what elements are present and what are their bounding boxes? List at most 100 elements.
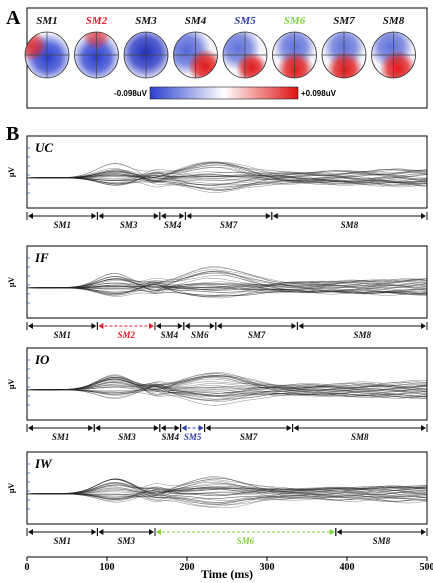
erp-trace	[27, 479, 428, 500]
erp-trace	[27, 383, 428, 391]
segment-label: SM4	[161, 432, 179, 442]
plot-frame	[26, 135, 428, 209]
head-outline	[272, 31, 317, 79]
y-unit-label: μV	[7, 483, 16, 494]
erp-trace	[26, 486, 428, 508]
erp-trace	[26, 272, 428, 293]
topomap-panel: SM1 SM2 SM3 SM4 SM5 SM6 SM7 SM8 -0.098uV +0.098u…	[24, 7, 428, 109]
segment-label: SM7	[220, 220, 238, 230]
segment-label: SM2	[117, 330, 135, 340]
erp-trace	[27, 484, 428, 496]
segment-label: SM6	[191, 330, 209, 340]
head-outline	[371, 31, 416, 79]
y-unit-label: μV	[7, 379, 16, 390]
erp-trace	[27, 376, 428, 395]
topomap-label: SM7	[333, 15, 355, 27]
erp-trace	[26, 287, 428, 299]
segment-label: SM8	[341, 220, 359, 230]
erp-trace	[26, 483, 428, 503]
erp-trace	[27, 486, 428, 499]
segment-sm6: SM6	[154, 528, 337, 546]
topomap-sm1: SM1	[24, 15, 70, 79]
erp-trace	[26, 381, 428, 406]
erp-trace	[27, 484, 428, 495]
segment-sm8: SM8	[292, 424, 428, 442]
erp-trace	[27, 270, 428, 288]
erp-trace	[26, 273, 428, 296]
erp-trace	[26, 377, 428, 399]
segment-label: SM4	[164, 220, 182, 230]
erp-panel-if: IF μV SM1 SM2 SM4 SM6 SM7 SM8	[7, 245, 428, 340]
segment-label: SM1	[53, 536, 71, 546]
erp-trace	[27, 487, 428, 497]
erp-trace	[27, 282, 428, 289]
y-unit-label: μV	[7, 167, 16, 178]
waveform-traces	[26, 266, 428, 299]
erp-trace	[26, 287, 428, 296]
erp-trace	[27, 376, 428, 391]
waveform-traces	[26, 476, 428, 508]
erp-trace	[26, 493, 428, 507]
head-outline	[222, 31, 268, 79]
erp-trace	[27, 275, 428, 289]
erp-trace	[27, 173, 428, 189]
segment-sm1: SM1	[26, 322, 98, 340]
x-axis-title: Time (ms)	[201, 567, 253, 581]
segment-label: SM1	[53, 330, 71, 340]
segment-sm7: SM7	[215, 322, 298, 340]
erp-trace	[27, 386, 428, 397]
erp-trace	[26, 177, 428, 193]
erp-trace	[27, 162, 428, 178]
segment-sm5: SM5	[180, 424, 206, 442]
topomap-row: SM1 SM2 SM3 SM4 SM5 SM6 SM7 SM8	[24, 15, 416, 79]
erp-trace	[27, 168, 428, 181]
segment-row: SM1 SM2 SM4 SM6 SM7 SM8	[26, 322, 428, 340]
segment-label: SM4	[161, 330, 179, 340]
topomap-sm6: SM6	[272, 15, 317, 79]
erp-trace	[26, 479, 428, 499]
erp-trace	[27, 375, 428, 391]
segment-sm1: SM1	[26, 212, 98, 230]
erp-trace	[26, 493, 428, 505]
segment-sm7: SM7	[184, 212, 273, 230]
erp-trace	[27, 278, 427, 289]
segment-sm8: SM8	[335, 528, 428, 546]
erp-trace	[27, 266, 428, 289]
topomap-sm5: SM5	[222, 15, 268, 79]
segment-sm1: SM1	[26, 528, 98, 546]
erp-trace	[26, 375, 427, 395]
condition-label: IF	[34, 250, 49, 265]
x-tick-label: 0	[25, 562, 30, 573]
topomap-label: SM1	[36, 15, 57, 27]
erp-panel-uc: UC μV SM1 SM3 SM4 SM7 SM8	[7, 135, 428, 230]
segment-label: SM8	[373, 536, 391, 546]
topomap-label: SM4	[185, 15, 207, 27]
erp-panel-iw: IW μV SM1 SM3 SM6 SM8	[7, 451, 428, 546]
segment-sm2: SM2	[96, 322, 156, 340]
erp-trace	[27, 492, 428, 505]
erp-trace	[26, 273, 428, 297]
erp-trace	[26, 162, 428, 183]
erp-trace	[27, 161, 428, 179]
waveform-traces	[26, 161, 428, 193]
colorbar-max-label: +0.098uV	[301, 89, 337, 98]
x-tick-label: 500	[420, 562, 433, 573]
segment-row: SM1 SM3 SM4 SM7 SM8	[26, 212, 428, 230]
segment-row: SM1 SM3 SM6 SM8	[26, 528, 428, 546]
segment-label: SM3	[120, 220, 138, 230]
erp-trace	[26, 278, 428, 294]
erp-trace	[27, 279, 428, 296]
waveform-traces	[26, 372, 428, 406]
erp-trace	[27, 476, 428, 497]
topomap-label: SM2	[86, 15, 108, 27]
topomap-sm3: SM3	[123, 15, 169, 79]
erp-trace	[27, 479, 428, 495]
x-tick-label: 100	[100, 562, 115, 573]
x-tick-label: 300	[260, 562, 275, 573]
erp-trace	[26, 376, 428, 396]
x-tick-label: 200	[180, 562, 195, 573]
segment-label: SM8	[353, 330, 371, 340]
head-outline	[24, 31, 70, 79]
